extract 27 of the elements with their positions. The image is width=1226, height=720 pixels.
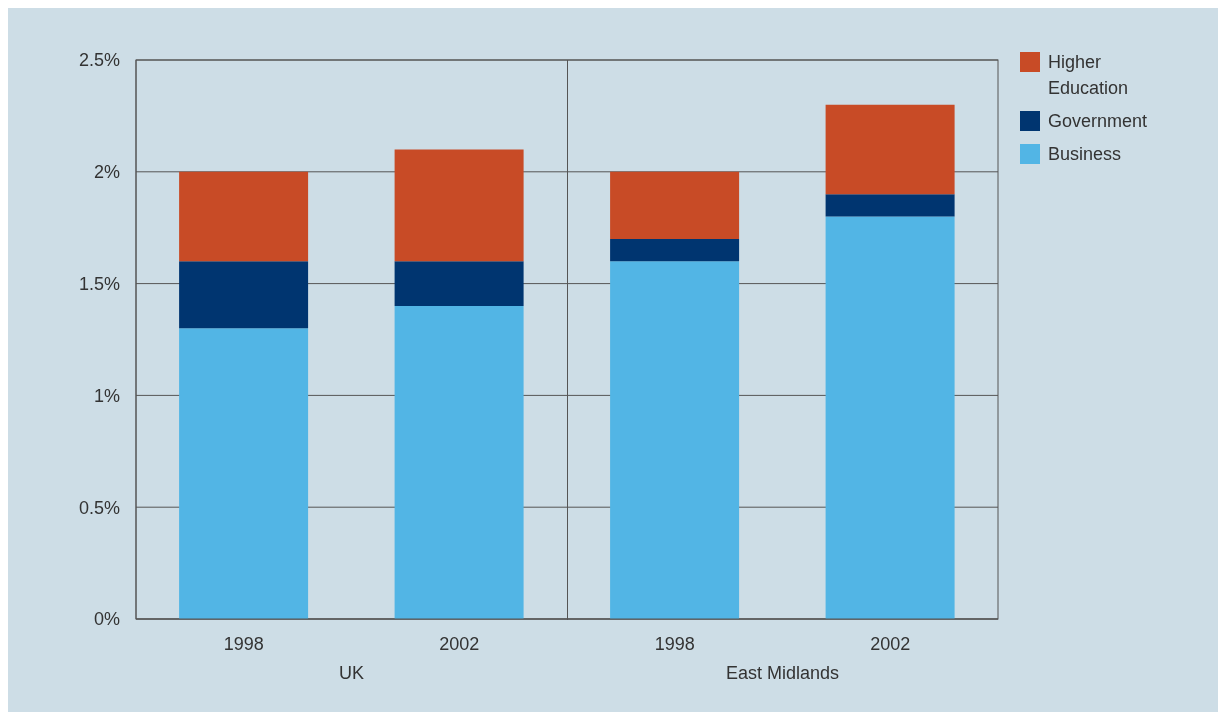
x-tick-label: 1998 (654, 633, 695, 654)
bar (179, 171, 309, 262)
bar (825, 194, 955, 217)
bar (394, 261, 524, 306)
text: UK (338, 663, 365, 684)
x-tick-label: 2002 (439, 633, 480, 654)
y-tick-label: 0.5% (78, 497, 120, 518)
y-tick-label: 1.5% (78, 273, 120, 294)
bar (394, 305, 524, 619)
legend-label: Higher Education (1048, 51, 1130, 100)
bar (394, 149, 524, 262)
x-tick-label: 2002 (870, 633, 911, 654)
bar (610, 261, 740, 619)
y-tick-label: 1% (93, 385, 120, 406)
bar (825, 104, 955, 195)
bar (179, 261, 309, 329)
bar (610, 238, 740, 262)
bar (825, 216, 955, 619)
legend-label: Business (1048, 143, 1123, 166)
bar (179, 328, 309, 619)
y-tick-label: 2.5% (78, 50, 120, 71)
y-tick-label: 2% (93, 162, 120, 183)
y-tick-label: 0% (93, 609, 120, 630)
text: East Midlands (724, 663, 841, 684)
legend-label: Government (1048, 110, 1149, 133)
x-tick-label: 1998 (223, 633, 264, 654)
bar (610, 171, 740, 239)
